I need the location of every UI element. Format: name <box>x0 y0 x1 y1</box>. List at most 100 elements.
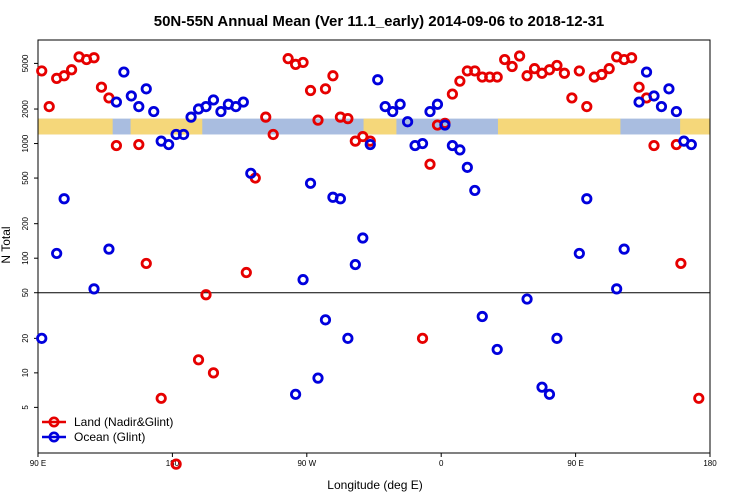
land-point <box>416 332 429 344</box>
x-tick-label: 90 E <box>567 459 583 468</box>
ocean-point <box>573 247 585 260</box>
land-point <box>469 65 481 77</box>
ocean-point <box>491 343 503 356</box>
land-point <box>528 63 541 75</box>
y-axis: 5 10 20 50 100 200 500 1000 2000 5000 <box>21 54 38 410</box>
ocean-point <box>633 96 645 108</box>
ocean-point <box>319 314 332 326</box>
land-point <box>170 458 182 470</box>
ocean-point <box>289 388 302 400</box>
y-tick-label: 100 <box>21 251 30 265</box>
land-point <box>192 354 205 366</box>
y-tick-label: 5 <box>21 405 30 410</box>
land-point <box>260 111 272 123</box>
ocean-point <box>185 111 197 123</box>
ocean-point <box>379 101 391 113</box>
y-tick-label: 1000 <box>21 134 30 152</box>
land-point <box>446 88 458 100</box>
ocean-point <box>372 74 384 86</box>
land-band-segment <box>38 118 113 135</box>
land-point <box>625 52 638 64</box>
x-tick-label: 90 E <box>30 459 46 468</box>
land-band-segment <box>680 118 710 135</box>
ocean-point <box>685 138 697 151</box>
land-point <box>633 81 645 93</box>
y-tick-label: 2000 <box>21 100 30 118</box>
land-point <box>319 83 332 95</box>
ocean-point <box>36 332 48 344</box>
land-point <box>140 257 152 270</box>
ocean-point <box>148 105 160 118</box>
ocean-point <box>304 177 317 189</box>
land-point <box>596 68 608 81</box>
land-point <box>648 139 660 152</box>
ocean-point <box>312 372 324 384</box>
y-tick-label: 50 <box>21 288 30 297</box>
land-point <box>581 101 593 113</box>
land-point <box>207 367 220 379</box>
ocean-point <box>178 128 190 141</box>
y-tick-label: 200 <box>21 216 30 230</box>
land-point <box>155 392 167 404</box>
land-point <box>566 92 578 104</box>
land-point <box>312 114 324 126</box>
land-point <box>66 64 78 76</box>
ocean-point <box>342 332 354 344</box>
ocean-point <box>611 283 623 295</box>
ocean-point <box>461 161 473 173</box>
y-tick-label: 500 <box>21 171 30 185</box>
ocean-point <box>387 105 399 118</box>
ocean-point <box>327 191 339 203</box>
ocean-point <box>543 388 556 400</box>
y-tick-label: 5000 <box>21 54 30 72</box>
land-point <box>573 65 585 77</box>
ocean-point <box>439 119 451 131</box>
ocean-point <box>207 94 220 106</box>
ocean-point <box>394 98 406 110</box>
ocean-point <box>401 116 414 128</box>
land-point <box>513 50 526 62</box>
ocean-point <box>670 105 683 118</box>
land-point <box>454 75 466 87</box>
x-axis: 90 E 180 90 W 0 90 E 180 <box>30 453 717 468</box>
land-point <box>240 266 252 279</box>
x-tick-label: 0 <box>439 459 444 468</box>
land-point <box>58 70 70 82</box>
y-tick-label: 10 <box>21 368 30 377</box>
land-point <box>558 67 571 79</box>
land-point <box>282 53 294 65</box>
ocean-point <box>237 96 249 108</box>
land-point <box>424 158 436 170</box>
land-point <box>327 70 339 82</box>
ocean-point <box>349 258 361 271</box>
data-points <box>36 50 705 470</box>
x-axis-label: Longitude (deg E) <box>327 478 422 492</box>
ocean-point <box>364 138 376 151</box>
land-point <box>267 128 279 141</box>
legend: Land (Nadir&Glint) Ocean (Glint) <box>42 415 173 444</box>
land-point <box>88 52 100 64</box>
land-point <box>521 70 533 82</box>
plot-frame <box>37 39 711 454</box>
ocean-point <box>163 138 175 151</box>
ocean-point <box>640 66 653 78</box>
ocean-point <box>297 274 309 286</box>
land-point <box>95 81 108 93</box>
land-point <box>36 65 48 77</box>
land-point <box>297 56 309 69</box>
ocean-point <box>454 144 466 156</box>
ocean-point <box>431 98 444 110</box>
ocean-point <box>469 184 481 197</box>
land-point <box>133 138 145 151</box>
land-point <box>603 63 615 75</box>
ocean-point <box>110 96 123 108</box>
ocean-point <box>416 137 429 150</box>
land-point <box>304 84 317 97</box>
ocean-point <box>200 101 212 113</box>
ocean-point <box>118 66 130 78</box>
ocean-point <box>51 247 63 260</box>
land-point <box>551 59 563 72</box>
ocean-point <box>551 332 563 344</box>
chart-title: 50N-55N Annual Mean (Ver 11.1_early) 201… <box>154 13 605 30</box>
